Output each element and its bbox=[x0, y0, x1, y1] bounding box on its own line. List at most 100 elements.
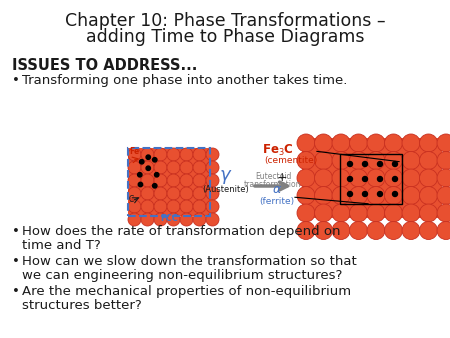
Text: +: + bbox=[277, 171, 287, 184]
Circle shape bbox=[402, 221, 420, 240]
Text: Eutectoid: Eutectoid bbox=[255, 172, 291, 181]
Circle shape bbox=[141, 174, 154, 187]
Circle shape bbox=[141, 187, 154, 200]
Text: Fe$_3$C: Fe$_3$C bbox=[262, 143, 294, 158]
Circle shape bbox=[146, 166, 150, 170]
Circle shape bbox=[419, 221, 437, 240]
Text: ISSUES TO ADDRESS...: ISSUES TO ADDRESS... bbox=[12, 58, 198, 73]
Circle shape bbox=[384, 151, 402, 169]
Circle shape bbox=[193, 148, 206, 161]
Circle shape bbox=[180, 213, 193, 226]
Circle shape bbox=[402, 151, 420, 169]
Circle shape bbox=[392, 176, 397, 182]
Circle shape bbox=[297, 134, 315, 152]
Circle shape bbox=[363, 176, 368, 182]
Circle shape bbox=[206, 174, 219, 187]
Circle shape bbox=[154, 174, 167, 187]
Circle shape bbox=[384, 134, 402, 152]
Circle shape bbox=[315, 187, 333, 204]
Text: Fe: Fe bbox=[129, 147, 139, 156]
Circle shape bbox=[154, 173, 159, 177]
Circle shape bbox=[140, 160, 144, 164]
Circle shape bbox=[154, 200, 167, 213]
Circle shape bbox=[437, 169, 450, 187]
Circle shape bbox=[367, 221, 385, 240]
Text: time and T?: time and T? bbox=[22, 239, 101, 252]
Circle shape bbox=[180, 161, 193, 174]
Circle shape bbox=[180, 200, 193, 213]
Circle shape bbox=[128, 174, 141, 187]
Circle shape bbox=[350, 134, 368, 152]
Circle shape bbox=[315, 169, 333, 187]
Circle shape bbox=[154, 213, 167, 226]
Text: How does the rate of transformation depend on: How does the rate of transformation depe… bbox=[22, 225, 341, 238]
Circle shape bbox=[419, 204, 437, 222]
Circle shape bbox=[367, 134, 385, 152]
Text: $\gamma$: $\gamma$ bbox=[219, 168, 233, 186]
Circle shape bbox=[332, 151, 350, 169]
Text: Transforming one phase into another takes time.: Transforming one phase into another take… bbox=[22, 74, 347, 87]
Circle shape bbox=[128, 148, 141, 161]
Circle shape bbox=[347, 176, 352, 182]
Circle shape bbox=[141, 213, 154, 226]
Circle shape bbox=[193, 213, 206, 226]
Circle shape bbox=[193, 161, 206, 174]
Circle shape bbox=[297, 204, 315, 222]
Circle shape bbox=[167, 161, 180, 174]
Text: How can we slow down the transformation so that: How can we slow down the transformation … bbox=[22, 255, 357, 268]
Circle shape bbox=[206, 148, 219, 161]
Text: (cementite): (cementite) bbox=[264, 156, 317, 165]
Circle shape bbox=[363, 192, 368, 196]
Text: Are the mechanical properties of non-equilibrium: Are the mechanical properties of non-equ… bbox=[22, 285, 351, 298]
Text: adding Time to Phase Diagrams: adding Time to Phase Diagrams bbox=[86, 28, 364, 46]
Circle shape bbox=[419, 134, 437, 152]
Circle shape bbox=[437, 221, 450, 240]
Circle shape bbox=[419, 151, 437, 169]
Circle shape bbox=[419, 169, 437, 187]
Bar bbox=[340, 154, 402, 204]
Text: structures better?: structures better? bbox=[22, 299, 142, 312]
Circle shape bbox=[350, 204, 368, 222]
Text: Chapter 10: Phase Transformations –: Chapter 10: Phase Transformations – bbox=[65, 12, 385, 30]
Text: •: • bbox=[12, 225, 20, 238]
Circle shape bbox=[153, 158, 157, 162]
Circle shape bbox=[350, 187, 368, 204]
Circle shape bbox=[167, 213, 180, 226]
Circle shape bbox=[128, 200, 141, 213]
Circle shape bbox=[315, 221, 333, 240]
Circle shape bbox=[402, 187, 420, 204]
Circle shape bbox=[402, 204, 420, 222]
Circle shape bbox=[332, 204, 350, 222]
Circle shape bbox=[402, 134, 420, 152]
Circle shape bbox=[193, 200, 206, 213]
Circle shape bbox=[206, 161, 219, 174]
Circle shape bbox=[437, 187, 450, 204]
Text: $\alpha$: $\alpha$ bbox=[272, 183, 282, 196]
Circle shape bbox=[128, 161, 141, 174]
Circle shape bbox=[347, 192, 352, 196]
Circle shape bbox=[363, 162, 368, 167]
Circle shape bbox=[367, 187, 385, 204]
Circle shape bbox=[350, 169, 368, 187]
Circle shape bbox=[315, 204, 333, 222]
Bar bbox=[128, 148, 210, 216]
Circle shape bbox=[297, 169, 315, 187]
Circle shape bbox=[332, 187, 350, 204]
Circle shape bbox=[419, 187, 437, 204]
Circle shape bbox=[367, 151, 385, 169]
Circle shape bbox=[332, 169, 350, 187]
Circle shape bbox=[378, 162, 382, 167]
Circle shape bbox=[206, 200, 219, 213]
Circle shape bbox=[141, 200, 154, 213]
Circle shape bbox=[180, 148, 193, 161]
Circle shape bbox=[297, 187, 315, 204]
Circle shape bbox=[350, 221, 368, 240]
Circle shape bbox=[350, 151, 368, 169]
Circle shape bbox=[141, 148, 154, 161]
Circle shape bbox=[297, 221, 315, 240]
Circle shape bbox=[128, 187, 141, 200]
Circle shape bbox=[167, 187, 180, 200]
Circle shape bbox=[378, 176, 382, 182]
Text: transformation: transformation bbox=[244, 180, 302, 189]
Text: (ferrite): (ferrite) bbox=[260, 197, 295, 206]
